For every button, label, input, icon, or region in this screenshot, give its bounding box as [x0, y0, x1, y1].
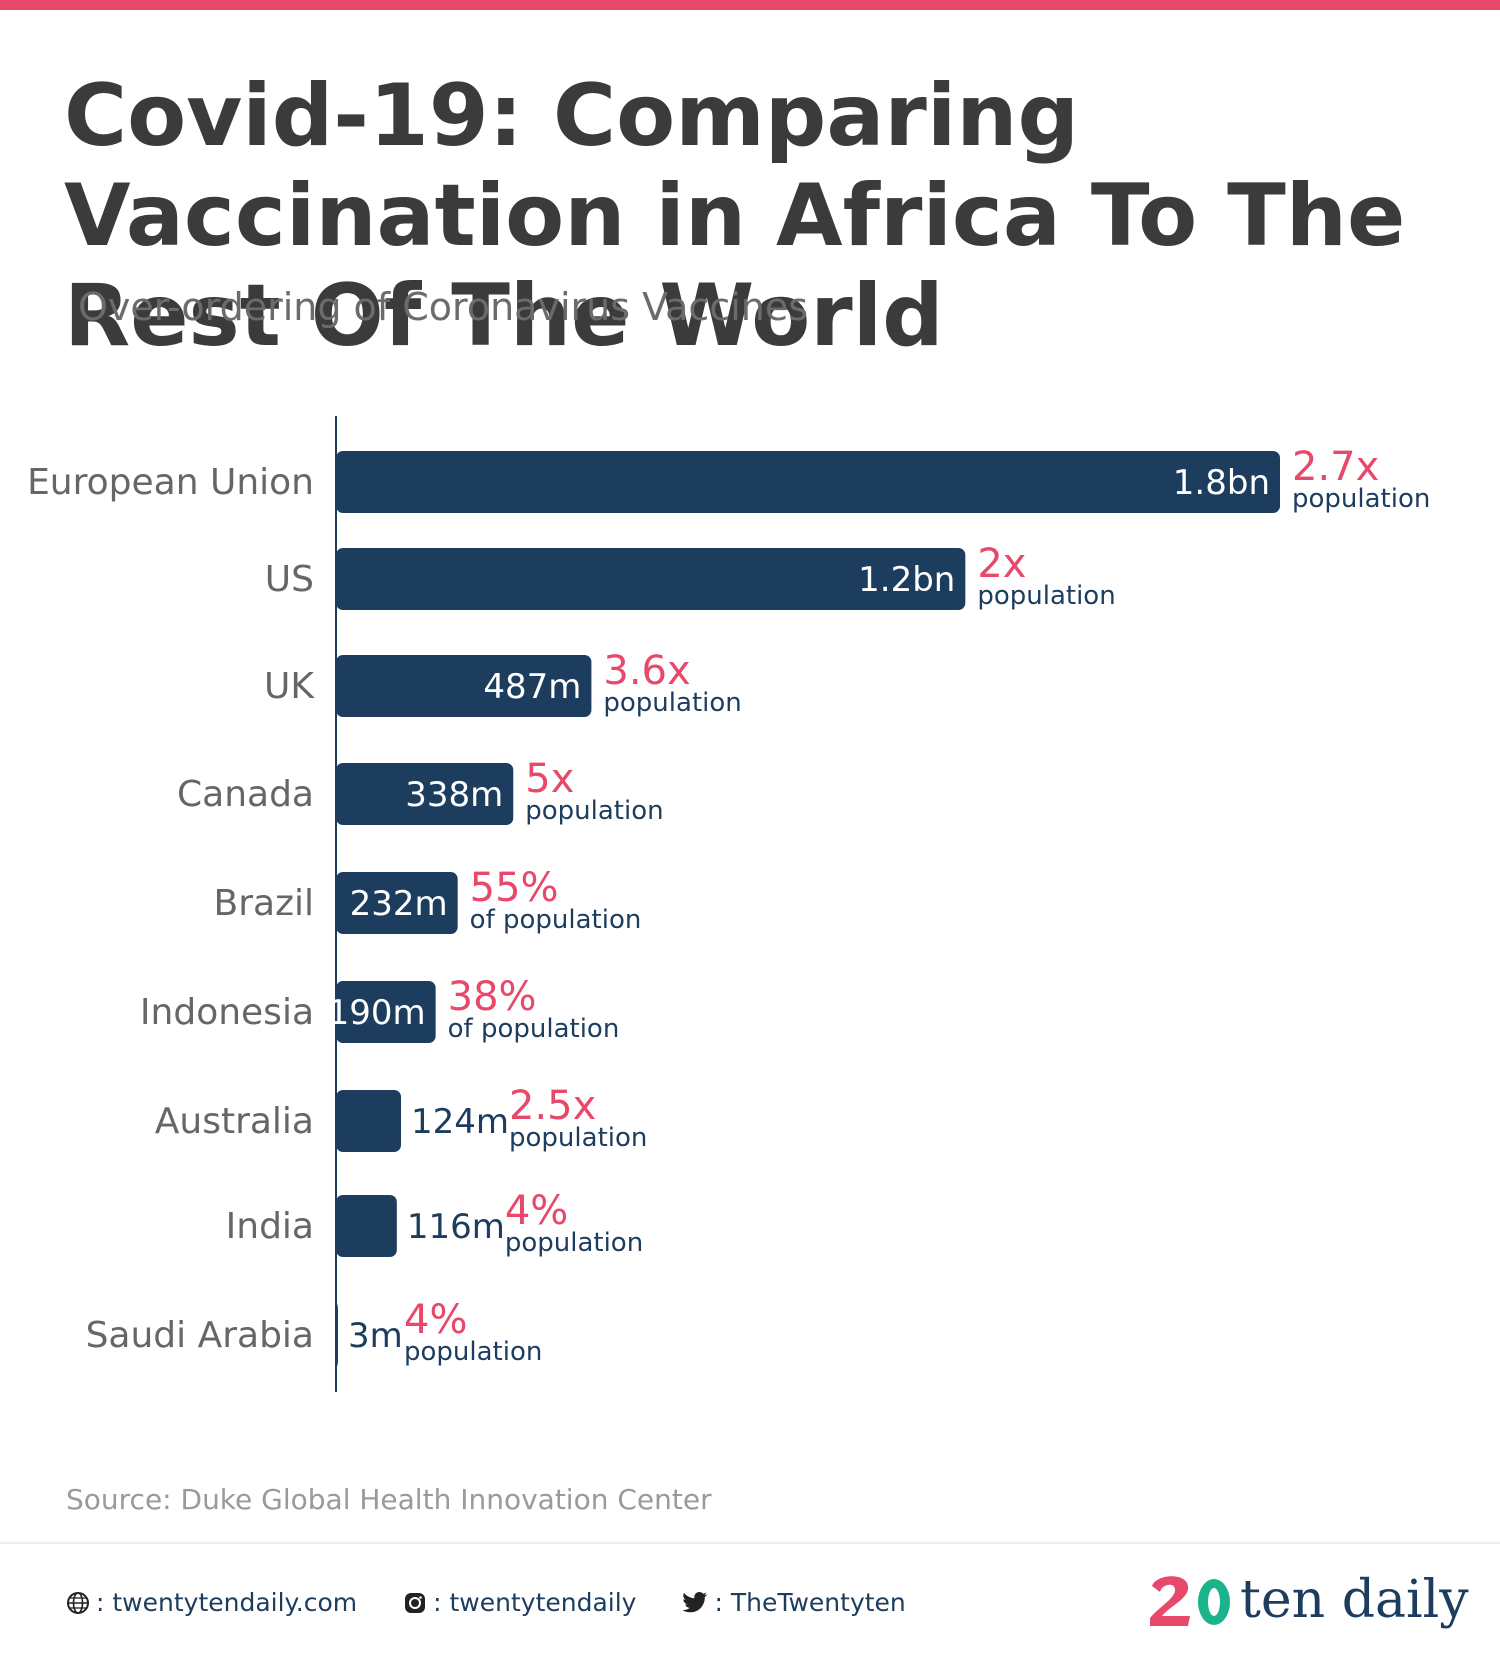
- annotation-value: 3.6x: [603, 648, 690, 694]
- category-label: Brazil: [214, 883, 314, 924]
- logo-text: ten daily: [1240, 1570, 1469, 1630]
- bar: [336, 872, 458, 934]
- category-label: Australia: [155, 1101, 314, 1142]
- annotation-value: 5x: [525, 756, 574, 802]
- annotation-label: of population: [470, 905, 642, 935]
- bar-value-label: 338m: [405, 775, 503, 815]
- annotation-value: 2x: [977, 541, 1026, 587]
- footer-twitter-label: : TheTwentyten: [714, 1588, 906, 1617]
- annotation-label: population: [505, 1228, 643, 1258]
- footer-twitter[interactable]: : TheTwentyten: [682, 1588, 906, 1617]
- footer-divider: [0, 1542, 1500, 1544]
- category-label: India: [226, 1206, 314, 1247]
- annotation-label: population: [525, 796, 663, 826]
- annotation-value: 2.7x: [1292, 444, 1379, 490]
- bar: [336, 1195, 397, 1257]
- annotation-value: 4%: [404, 1297, 467, 1343]
- bar-value-label: 1.8bn: [1173, 463, 1270, 503]
- bar: [336, 548, 966, 610]
- category-label: European Union: [27, 462, 314, 503]
- brand-logo[interactable]: ten daily: [1148, 1570, 1469, 1630]
- bar: [336, 1304, 338, 1366]
- twitter-icon: [682, 1591, 708, 1612]
- bar-value-label: 190m: [328, 993, 426, 1033]
- footer: : twentytendaily.com : twentytendaily : …: [66, 1588, 952, 1617]
- category-label: US: [265, 559, 314, 600]
- annotation-label: population: [509, 1123, 647, 1153]
- category-label: Saudi Arabia: [86, 1315, 314, 1356]
- annotation-label: population: [1292, 484, 1430, 514]
- annotation-label: of population: [448, 1014, 620, 1044]
- instagram-icon: [405, 1592, 426, 1613]
- bar: [336, 451, 1280, 513]
- bar: [336, 981, 436, 1043]
- footer-website[interactable]: : twentytendaily.com: [66, 1588, 357, 1617]
- bar: [336, 655, 592, 717]
- annotation-value: 4%: [505, 1188, 568, 1234]
- globe-icon: [67, 1591, 89, 1614]
- bar-value-label: 487m: [483, 667, 581, 707]
- bar-value-label: 124m: [411, 1102, 509, 1142]
- footer-instagram[interactable]: : twentytendaily: [403, 1588, 636, 1617]
- source-note: Source: Duke Global Health Innovation Ce…: [66, 1483, 712, 1516]
- annotation-label: population: [603, 688, 741, 718]
- category-label: Canada: [177, 774, 314, 815]
- annotation-value: 2.5x: [509, 1083, 596, 1129]
- annotation-label: population: [977, 581, 1115, 611]
- category-label: UK: [264, 666, 315, 707]
- footer-website-label: : twentytendaily.com: [96, 1588, 358, 1617]
- annotation-label: population: [404, 1337, 542, 1367]
- bar-value-label: 1.2bn: [858, 560, 955, 600]
- footer-instagram-label: : twentytendaily: [433, 1588, 637, 1617]
- chart-subtitle: Over-ordering of Coronavirus Vaccines: [78, 285, 809, 329]
- category-label: Indonesia: [140, 992, 314, 1033]
- bar-value-label: 116m: [407, 1207, 505, 1247]
- bar: [336, 763, 514, 825]
- top-accent-bar: [0, 0, 1500, 10]
- annotation-value: 55%: [470, 865, 559, 911]
- bar-value-label: 232m: [350, 884, 448, 924]
- page-title: Covid-19: Comparing Vaccination in Afric…: [64, 66, 1406, 366]
- bar: [336, 1090, 402, 1152]
- logo-mark-icon: [1150, 1576, 1230, 1626]
- annotation-value: 38%: [448, 974, 537, 1020]
- bar-value-label: 3m: [348, 1316, 403, 1356]
